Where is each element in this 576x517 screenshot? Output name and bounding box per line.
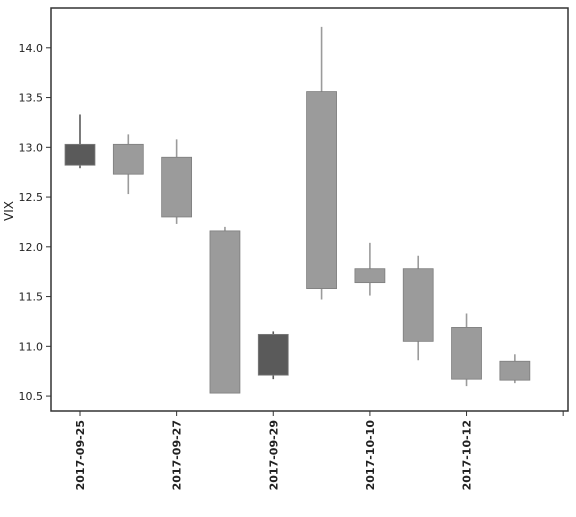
x-tick-label: 2017-09-29 [267,420,280,490]
y-tick-label: 14.0 [19,42,44,55]
candle-body [402,268,434,342]
candle-body [64,143,96,166]
candles-layer [64,26,531,394]
candle [112,134,144,195]
y-tick-label: 10.5 [19,390,44,403]
candle [257,331,289,380]
x-tick-label: 2017-10-10 [364,420,377,491]
plot-frame [50,7,569,412]
y-tick-label: 12.0 [19,241,44,254]
candle-body [499,360,531,381]
y-tick-label: 13.5 [19,92,44,105]
y-tick-label: 12.5 [19,191,44,204]
y-axis: 10.5 11.0 11.5 12.0 12.5 13.0 13.5 14.0 [19,42,51,403]
y-tick-label: 13.0 [19,141,44,154]
candle [161,139,193,224]
x-axis: 2017-09-25 2017-09-27 2017-09-29 2017-10-10… [74,411,564,491]
candle [64,114,96,169]
candle [209,226,241,394]
y-tick-label: 11.0 [19,340,44,353]
candle [499,354,531,384]
y-axis-label: VIX [2,201,16,221]
x-tick-label: 2017-09-27 [171,420,184,490]
candle-body [257,333,289,376]
candle-body [112,143,144,175]
y-tick-label: 11.5 [19,291,44,304]
x-tick-label: 2017-10-12 [461,420,474,490]
candle-body [451,327,482,380]
candle-body [306,91,337,290]
x-tick-label: 2017-09-25 [74,420,87,490]
candle [402,255,434,361]
candle-body [209,230,241,394]
candle-body [161,156,193,218]
candle [354,242,386,296]
candle [451,313,482,387]
candle [306,26,337,300]
candle-body [354,268,386,284]
